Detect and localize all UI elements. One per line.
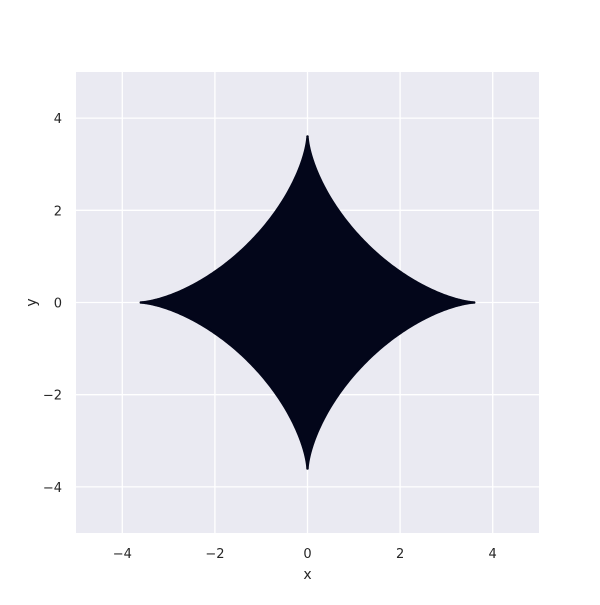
y-tick-label: 2 — [54, 204, 62, 219]
y-tick-label: −4 — [43, 481, 62, 496]
x-tick-label: −4 — [113, 547, 132, 562]
y-tick-label: 0 — [54, 297, 62, 312]
x-tick-label: 2 — [396, 547, 404, 562]
x-tick-label: 0 — [303, 547, 311, 562]
x-tick-label: 4 — [489, 547, 497, 562]
y-axis-label: y — [24, 298, 40, 306]
y-tick-label: 4 — [54, 112, 62, 127]
data-layer — [139, 135, 476, 470]
y-tick-label: −2 — [43, 389, 62, 404]
y-tick-labels: −4 −2 0 2 4 — [43, 112, 62, 496]
x-axis-label: x — [303, 567, 311, 583]
x-tick-labels: −4 −2 0 2 4 — [113, 547, 497, 562]
astroid-shape — [139, 135, 476, 470]
x-tick-label: −2 — [205, 547, 224, 562]
